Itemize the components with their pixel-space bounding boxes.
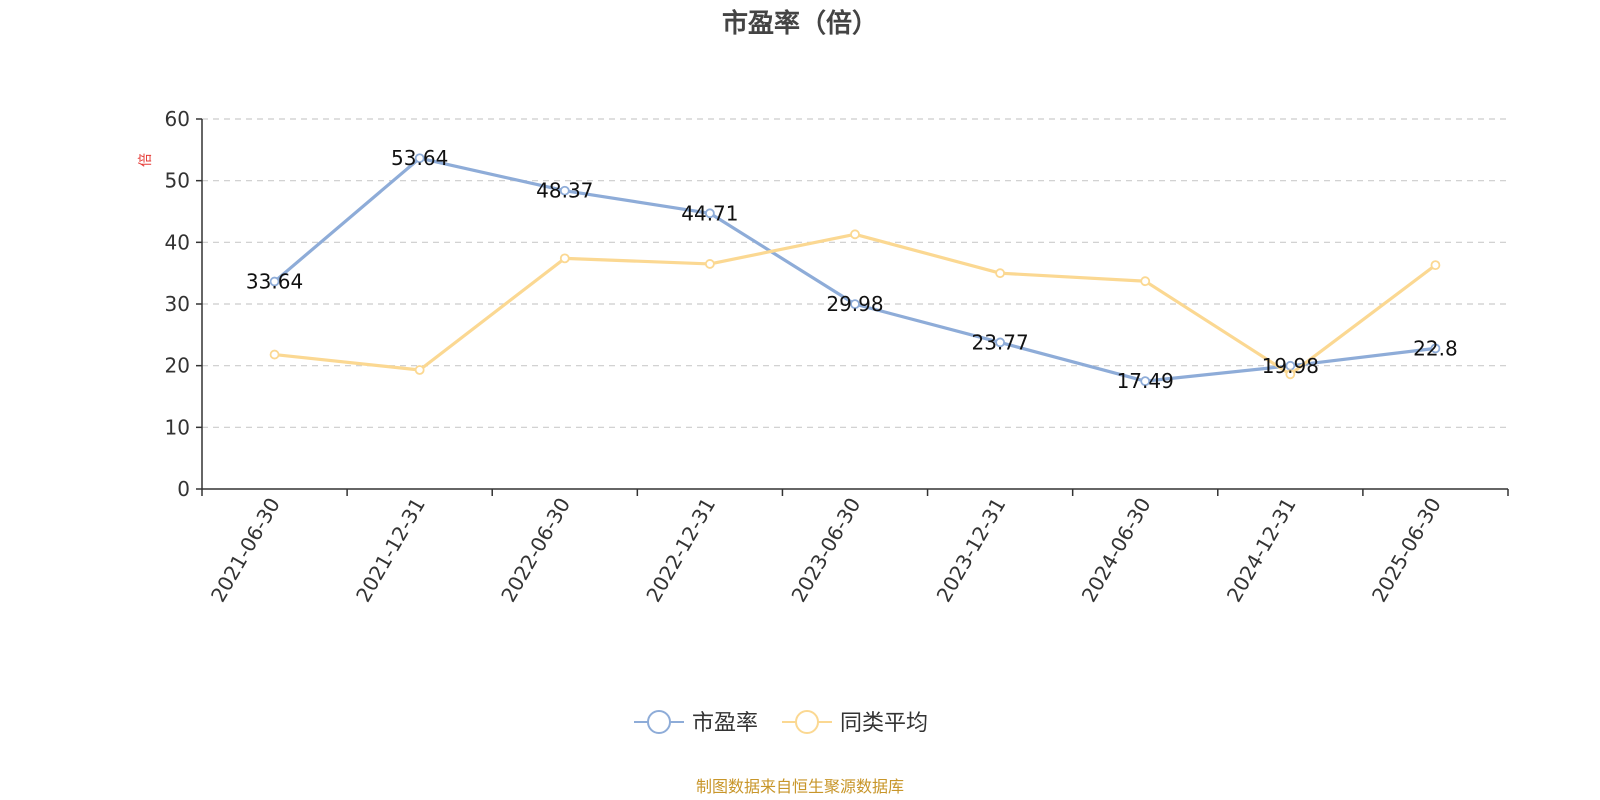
data-point-0 bbox=[995, 337, 1006, 348]
data-point-1 bbox=[559, 253, 570, 264]
x-tick-label: 2022-06-30 bbox=[496, 494, 575, 607]
data-label: 33.64 bbox=[246, 270, 303, 294]
data-label: 23.77 bbox=[971, 330, 1028, 354]
chart-title: 市盈率（倍） bbox=[722, 8, 878, 39]
x-tick-label: 2023-12-31 bbox=[932, 494, 1011, 607]
data-point-0 bbox=[850, 299, 860, 310]
data-label: 22.8 bbox=[1413, 336, 1458, 360]
data-labels: 33.64 53.64 48.37 44.71 29.98 23.77 17.49 19.98… bbox=[246, 146, 1458, 393]
data-point-1 bbox=[704, 259, 715, 269]
x-tick-label: 2025-06-30 bbox=[1367, 494, 1446, 607]
x-tick-label: 2021-06-30 bbox=[206, 494, 285, 607]
y-tick-label: 40 bbox=[165, 230, 190, 254]
legend-label-0[interactable]: 市盈率 bbox=[692, 711, 758, 736]
data-point-0 bbox=[1140, 376, 1151, 387]
data-point-1 bbox=[414, 365, 425, 375]
y-tick-label: 20 bbox=[165, 354, 190, 378]
x-tick-label: 2022-12-31 bbox=[641, 494, 720, 607]
data-point-0 bbox=[704, 208, 715, 219]
data-point-1 bbox=[1285, 369, 1296, 380]
data-point-0 bbox=[559, 185, 570, 196]
data-label: 29.98 bbox=[826, 292, 883, 316]
legend-label-1[interactable]: 同类平均 bbox=[840, 711, 928, 736]
data-point-1 bbox=[269, 349, 280, 360]
data-label: 53.64 bbox=[391, 146, 448, 170]
legend[interactable]: 市盈率 同类平均 bbox=[634, 710, 928, 736]
data-label: 19.98 bbox=[1262, 354, 1319, 378]
data-point-1 bbox=[1140, 276, 1151, 287]
data-point-1 bbox=[850, 229, 860, 240]
data-label: 44.71 bbox=[681, 201, 738, 225]
y-axis-unit-label: 倍 bbox=[138, 153, 154, 167]
y-tick-label: 0 bbox=[177, 477, 190, 501]
data-point-1 bbox=[1430, 260, 1441, 271]
data-point-0 bbox=[414, 153, 425, 164]
source-note: 制图数据来自恒生聚源数据库 bbox=[696, 777, 904, 796]
data-point-0 bbox=[269, 276, 280, 287]
legend-marker-0[interactable] bbox=[647, 710, 671, 734]
data-label: 17.49 bbox=[1117, 369, 1174, 393]
x-tick-label: 2024-06-30 bbox=[1077, 494, 1156, 607]
data-label: 48.37 bbox=[536, 179, 593, 203]
y-tick-label: 10 bbox=[165, 415, 190, 439]
series-layer bbox=[269, 153, 1441, 387]
x-tick-label: 2024-12-31 bbox=[1222, 494, 1301, 607]
data-point-0 bbox=[1430, 343, 1441, 354]
y-tick-label: 60 bbox=[165, 107, 190, 131]
x-tick-label: 2023-06-30 bbox=[786, 494, 865, 607]
y-tick-label: 30 bbox=[165, 292, 190, 316]
x-tick-label: 2021-12-31 bbox=[351, 493, 430, 606]
legend-marker-1[interactable] bbox=[795, 710, 819, 734]
data-point-1 bbox=[995, 268, 1006, 279]
y-tick-label: 50 bbox=[165, 169, 190, 193]
